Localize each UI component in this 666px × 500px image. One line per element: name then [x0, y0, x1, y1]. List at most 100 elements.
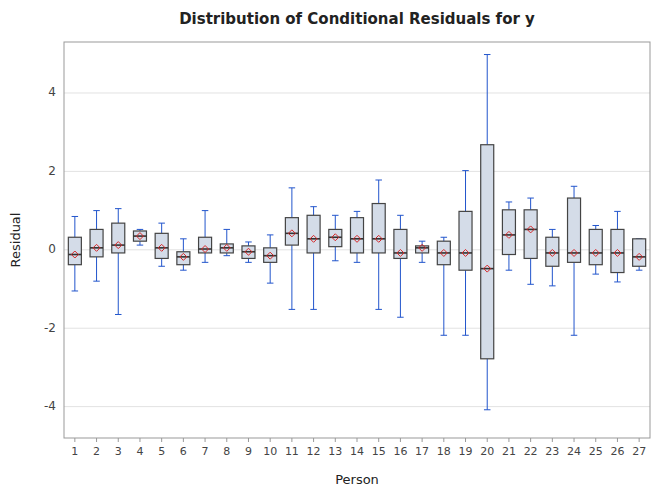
x-tick	[552, 438, 553, 442]
box-group	[589, 225, 602, 274]
upper-cap	[245, 241, 252, 242]
grid-line	[64, 92, 650, 93]
box-group	[416, 241, 429, 262]
lower-cap	[137, 245, 144, 246]
mean-marker	[549, 249, 556, 256]
chart: -4-2024123456789101112131415161718192021…	[0, 0, 666, 500]
mean-marker	[375, 235, 382, 242]
lower-whisker	[465, 270, 466, 335]
upper-whisker	[530, 198, 531, 210]
y-axis-label: Residual	[8, 213, 23, 268]
upper-cap	[310, 206, 317, 207]
box-group	[611, 211, 624, 282]
lower-whisker	[291, 245, 292, 309]
x-tick-label: 20	[480, 445, 494, 458]
lower-whisker	[400, 258, 401, 317]
box	[329, 229, 342, 246]
median-line	[307, 238, 320, 240]
box	[220, 244, 233, 253]
upper-whisker	[313, 207, 314, 216]
lower-whisker	[422, 253, 423, 262]
x-tick-label: 8	[223, 445, 230, 458]
lower-cap	[527, 284, 534, 285]
median-line	[242, 251, 255, 253]
box	[177, 252, 190, 265]
box	[242, 246, 255, 259]
grid-line	[64, 171, 650, 172]
x-tick	[595, 438, 596, 442]
box	[633, 239, 646, 266]
upper-cap	[441, 237, 448, 238]
upper-cap	[397, 215, 404, 216]
mean-marker	[332, 234, 339, 241]
x-tick-label: 4	[136, 445, 143, 458]
box-group	[568, 186, 581, 335]
x-tick	[574, 438, 575, 442]
mean-marker	[505, 231, 512, 238]
median-line	[177, 256, 190, 258]
upper-whisker	[96, 211, 97, 230]
mean-marker	[267, 252, 274, 259]
x-tick-label: 26	[610, 445, 624, 458]
x-tick-label: 19	[459, 445, 473, 458]
upper-whisker	[161, 223, 162, 233]
upper-whisker	[183, 239, 184, 252]
upper-cap	[202, 210, 209, 211]
x-tick	[226, 438, 227, 442]
lower-whisker	[595, 265, 596, 274]
box-group	[285, 188, 298, 310]
x-tick	[443, 438, 444, 442]
box-group	[459, 171, 472, 336]
grid-line	[64, 328, 650, 329]
box	[611, 229, 624, 272]
median-line	[416, 247, 429, 249]
lower-cap	[592, 274, 599, 275]
lower-cap	[115, 314, 122, 315]
median-line	[394, 252, 407, 254]
upper-whisker	[552, 229, 553, 237]
upper-whisker	[378, 180, 379, 204]
box	[394, 229, 407, 258]
median-line	[437, 252, 450, 254]
x-tick-label: 7	[202, 445, 209, 458]
x-tick-label: 2	[93, 445, 100, 458]
lower-cap	[614, 281, 621, 282]
mean-marker	[288, 230, 295, 237]
x-tick	[270, 438, 271, 442]
lower-cap	[419, 262, 426, 263]
box	[372, 204, 385, 253]
upper-whisker	[74, 216, 75, 237]
median-line	[90, 247, 103, 249]
mean-marker	[419, 244, 426, 251]
lower-whisker	[574, 262, 575, 335]
mean-marker	[93, 244, 100, 251]
mean-marker	[158, 244, 165, 251]
box-group	[372, 180, 385, 309]
lower-whisker	[378, 253, 379, 309]
mean-marker	[614, 249, 621, 256]
box-group	[481, 55, 494, 410]
lower-cap	[397, 317, 404, 318]
box-group	[90, 211, 103, 282]
lower-whisker	[270, 262, 271, 283]
x-tick-label: 24	[567, 445, 581, 458]
mean-marker	[636, 253, 643, 260]
mean-marker	[462, 249, 469, 256]
title: Distribution of Conditional Residuals fo…	[179, 10, 535, 28]
x-tick-label: 16	[393, 445, 407, 458]
median-line	[611, 252, 624, 254]
box-group	[220, 229, 233, 255]
lower-cap	[289, 309, 296, 310]
lower-cap	[441, 335, 448, 336]
median-line	[112, 244, 125, 246]
x-tick-label: 21	[502, 445, 516, 458]
lower-whisker	[205, 253, 206, 262]
box	[589, 229, 602, 264]
box-group	[394, 215, 407, 317]
grid-line	[64, 406, 650, 407]
mean-marker	[71, 251, 78, 258]
median-line	[264, 255, 277, 257]
box-group	[177, 239, 190, 270]
upper-cap	[332, 215, 339, 216]
upper-cap	[180, 238, 187, 239]
